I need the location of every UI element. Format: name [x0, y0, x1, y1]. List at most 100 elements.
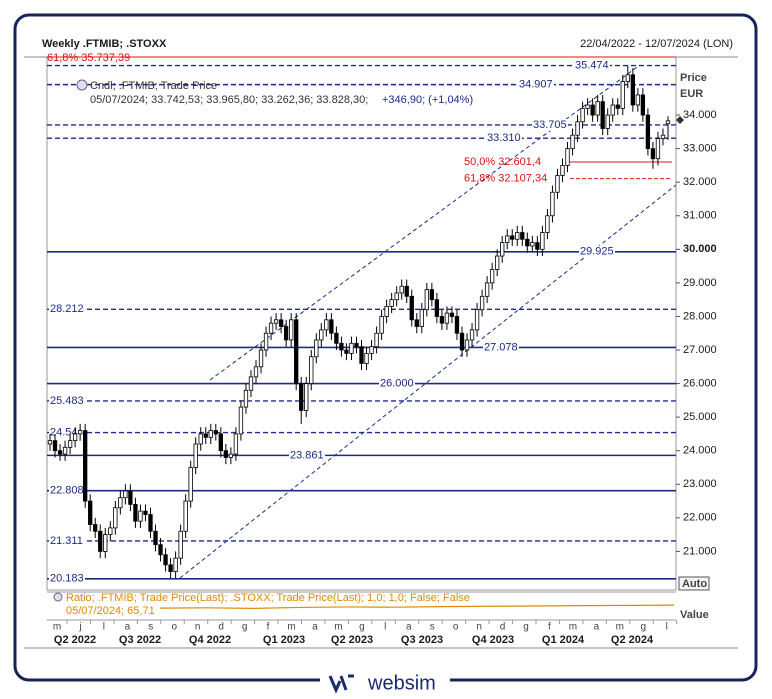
candle-body: [510, 235, 515, 240]
candle-body: [289, 319, 294, 341]
candle-body: [47, 440, 53, 445]
candle-body: [505, 235, 510, 244]
candle-body: [444, 312, 450, 324]
level-label-bg: [532, 118, 568, 131]
candle-body: [198, 433, 203, 445]
level-label: 33.705: [533, 119, 567, 131]
candle-body: [248, 376, 254, 391]
candle-body: [93, 524, 98, 532]
level-label: 25.483: [50, 395, 84, 407]
candle-body: [83, 430, 88, 502]
candle-body: [349, 342, 354, 354]
level-label: 20.183: [50, 573, 84, 585]
candle-body: [243, 389, 249, 408]
y-tick-label: 34.000: [683, 109, 717, 121]
candle-body: [464, 339, 470, 351]
candle-body: [424, 289, 429, 311]
candle-body: [459, 332, 465, 351]
month-label: g: [242, 622, 248, 633]
level-label: 21.311: [50, 535, 83, 547]
candle-body: [208, 430, 213, 438]
auto-button[interactable]: [678, 576, 710, 591]
candle-body: [88, 500, 93, 525]
candle-body: [469, 329, 475, 341]
level-label-bg: [49, 484, 85, 497]
candle-body: [580, 107, 585, 123]
candle-body: [103, 534, 108, 552]
candle-body: [665, 120, 671, 125]
candle-body: [474, 309, 480, 331]
ratio-quote: 05/07/2024; 65,71: [66, 605, 155, 617]
candle-body: [374, 332, 379, 348]
candle-body: [183, 500, 188, 532]
value-title: Value: [680, 609, 709, 621]
ratio-legend: Ratio; .FTMIB; Trade Price(Last); .STOXX…: [66, 592, 470, 604]
candle-body: [364, 352, 369, 364]
candle-body: [540, 232, 545, 250]
level-label-bg: [483, 341, 519, 354]
candle-body: [585, 104, 590, 109]
quarter-label: Q1 2024: [542, 634, 585, 646]
candle-body: [394, 292, 399, 301]
candle-body: [515, 232, 520, 240]
candle-body: [128, 490, 133, 505]
ratio-icon[interactable]: [53, 592, 63, 602]
month-label: o: [453, 622, 459, 633]
y-tick-label: 26.000: [683, 377, 717, 389]
quarter-label: Q3 2022: [119, 634, 161, 646]
candle-body: [253, 366, 259, 378]
candle-body: [283, 326, 289, 341]
y-tick-label: 23.000: [683, 478, 717, 490]
month-label: g: [640, 622, 646, 633]
candle-body: [188, 467, 193, 502]
candle-body: [625, 74, 630, 82]
level-label: 33.310: [487, 132, 521, 144]
month-label: s: [430, 622, 435, 633]
unit: EUR: [680, 88, 703, 100]
candle-body: [560, 165, 565, 176]
y-tick-label: 28.000: [683, 310, 717, 322]
candle-body: [113, 507, 118, 529]
candle-body: [545, 215, 550, 233]
quarter-label: Q2 2023: [331, 634, 373, 646]
level-label: 29.925: [580, 246, 614, 258]
fib-label: 61,8% 32.107,34: [464, 172, 547, 184]
level-label-bg: [49, 394, 85, 407]
candle-body: [148, 514, 153, 532]
candle-body: [384, 305, 389, 317]
y-tick-label: 33.000: [683, 143, 717, 155]
legend-icon[interactable]: [76, 79, 88, 91]
month-label: s: [148, 622, 153, 633]
y-tick-label: 22.000: [683, 512, 717, 524]
level-label: 23.861: [290, 449, 324, 461]
month-label: l: [666, 622, 668, 633]
candle-body: [98, 530, 103, 552]
month-label: a: [594, 622, 600, 633]
candle-body: [299, 383, 304, 411]
y-tick-label: 25.000: [683, 411, 717, 423]
candle-body: [454, 316, 460, 334]
candle-body: [600, 101, 605, 129]
candle-body: [645, 114, 651, 150]
candle-body: [77, 430, 83, 435]
candle-body: [52, 440, 58, 452]
y-tick-label: 32.000: [683, 176, 717, 188]
logo: websim: [320, 670, 450, 696]
candle-body: [62, 446, 68, 455]
candle-body: [535, 242, 540, 250]
candle-body: [414, 319, 419, 327]
candle-body: [429, 289, 435, 301]
level-label-bg: [486, 132, 522, 145]
candle-body: [495, 255, 500, 270]
month-label: f: [267, 622, 270, 633]
candle-body: [213, 430, 218, 435]
month-label: n: [476, 622, 482, 633]
candle-body: [228, 453, 234, 458]
quarter-label: Q1 2023: [263, 634, 305, 646]
y-tick-label: 31.000: [683, 210, 717, 222]
candle-body: [133, 504, 138, 522]
level-label-bg: [574, 59, 610, 72]
candle-body: [530, 242, 535, 247]
candle-body: [419, 309, 424, 327]
level-label-bg: [289, 449, 325, 462]
